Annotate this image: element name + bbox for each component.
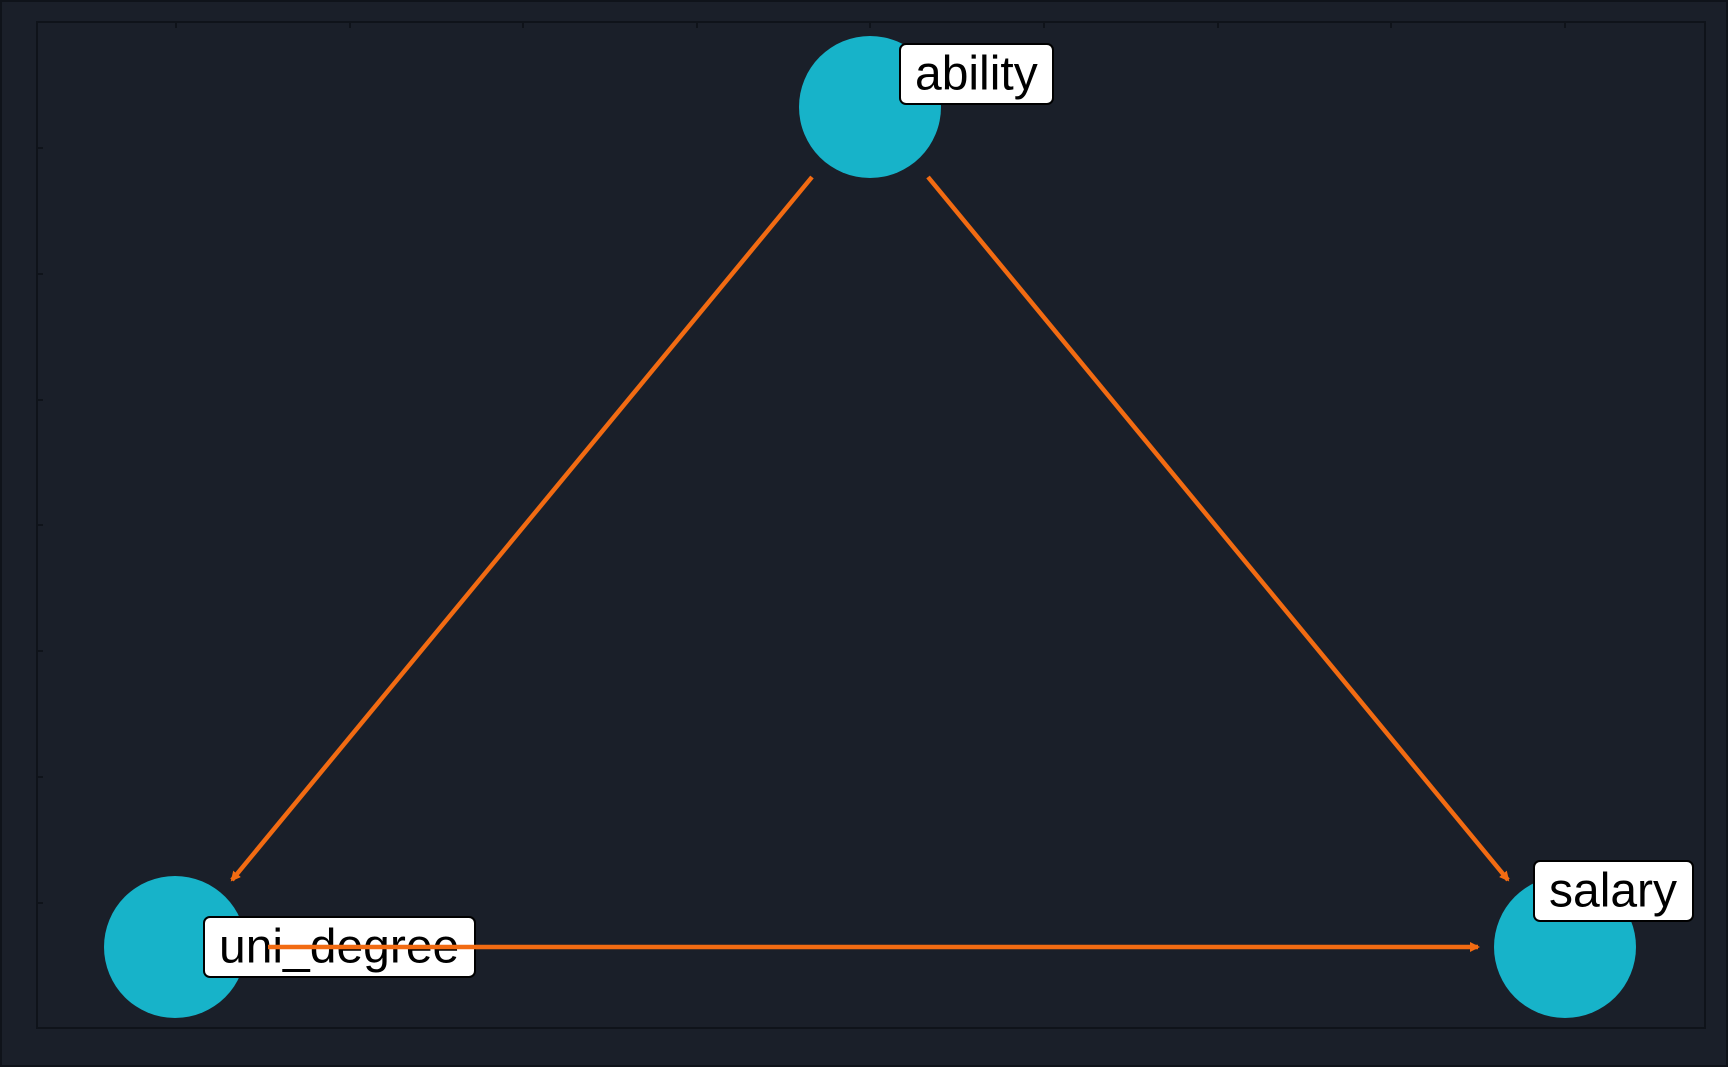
node-uni-degree [104, 876, 246, 1018]
label-text-salary: salary [1549, 865, 1677, 918]
label-ability: ability [899, 43, 1054, 105]
edge-ability-to-uni-degree [230, 175, 814, 882]
edge-ability-to-salary [926, 175, 1510, 882]
label-box-salary [1533, 860, 1694, 922]
label-text-ability: ability [915, 48, 1038, 101]
label-box-ability [899, 43, 1054, 105]
panel-ticks [37, 22, 1566, 904]
label-salary: salary [1533, 860, 1694, 922]
